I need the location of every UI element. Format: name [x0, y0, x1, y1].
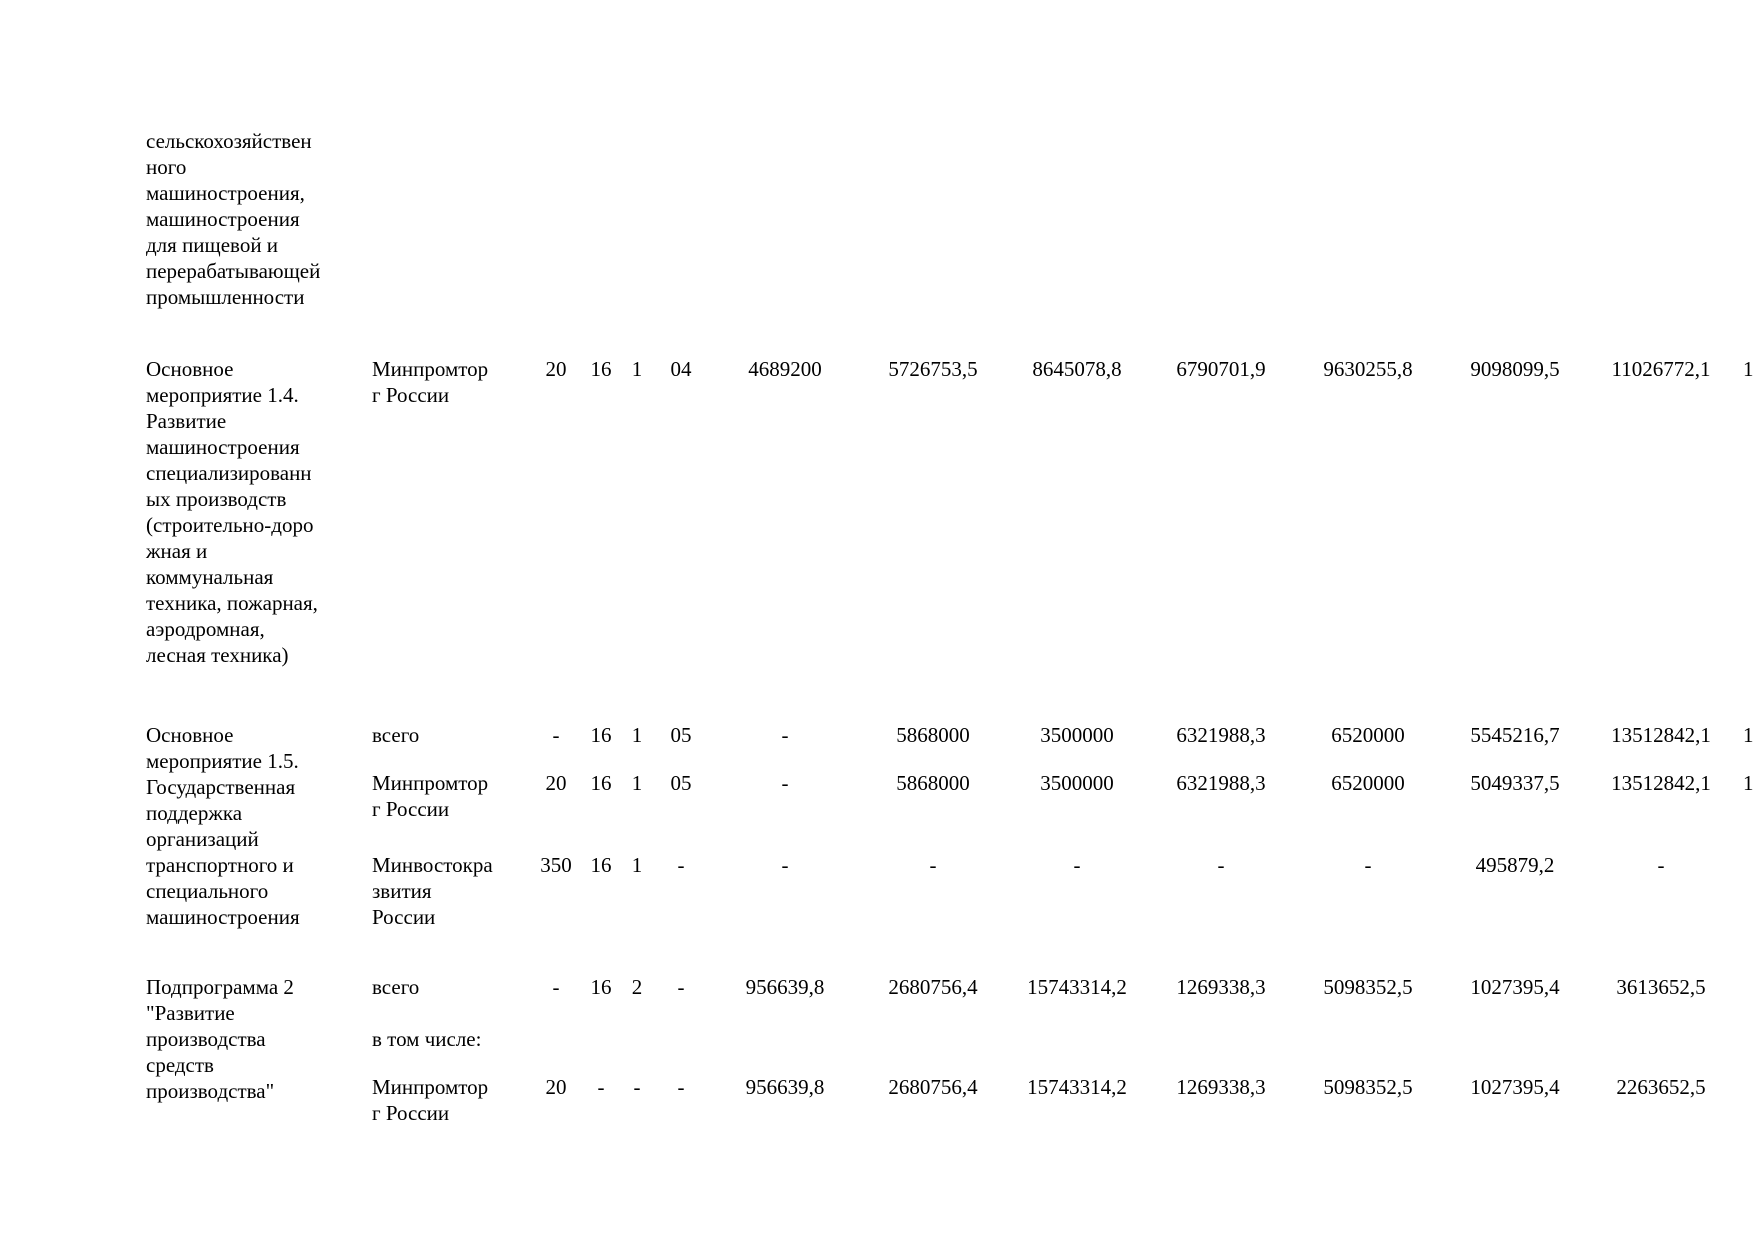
code-cell: 20: [545, 771, 567, 795]
executor-cell: всего: [372, 975, 420, 999]
code-cell: 04: [670, 357, 692, 381]
code-cell: 1: [631, 357, 643, 381]
value-cell: -: [781, 723, 789, 747]
value-cell: 5049337,5: [1470, 771, 1560, 795]
value-cell: 9098099,5: [1470, 357, 1560, 381]
value-cell: 3500000: [1040, 723, 1114, 747]
value-cell: 11026772,1: [1611, 357, 1711, 381]
clipped-value-cell: 1: [1743, 723, 1754, 747]
value-cell: 6790701,9: [1176, 357, 1266, 381]
value-cell: 15743314,2: [1027, 1075, 1127, 1099]
value-cell: 956639,8: [745, 975, 825, 999]
value-cell: 6520000: [1331, 723, 1405, 747]
executor-cell: всего: [372, 723, 420, 747]
value-cell: 1269338,3: [1176, 1075, 1266, 1099]
clipped-value-cell: 1: [1743, 771, 1754, 795]
value-cell: 2680756,4: [888, 975, 978, 999]
code-cell: 16: [590, 771, 612, 795]
code-cell: 16: [590, 723, 612, 747]
value-cell: 13512842,1: [1611, 771, 1711, 795]
code-cell: 05: [670, 723, 692, 747]
program-name-cell: Основное мероприятие 1.4. Развитие машин…: [146, 357, 318, 667]
value-cell: 15743314,2: [1027, 975, 1127, 999]
value-cell: 3500000: [1040, 771, 1114, 795]
value-cell: 1027395,4: [1470, 1075, 1560, 1099]
program-name-cell: Основное мероприятие 1.5. Государственна…: [146, 723, 300, 929]
value-cell: 5545216,7: [1470, 723, 1560, 747]
code-cell: 1: [631, 723, 643, 747]
value-cell: -: [1657, 853, 1665, 877]
value-cell: -: [781, 853, 789, 877]
value-cell: 6321988,3: [1176, 771, 1266, 795]
value-cell: -: [929, 853, 937, 877]
code-cell: -: [597, 1075, 605, 1099]
code-cell: 05: [670, 771, 692, 795]
code-cell: -: [677, 853, 685, 877]
value-cell: 5868000: [896, 723, 970, 747]
value-cell: -: [1364, 853, 1372, 877]
value-cell: 5098352,5: [1323, 1075, 1413, 1099]
value-cell: 3613652,5: [1616, 975, 1706, 999]
executor-cell: в том числе:: [372, 1027, 482, 1051]
value-cell: -: [1217, 853, 1225, 877]
value-cell: 956639,8: [745, 1075, 825, 1099]
code-cell: -: [552, 723, 560, 747]
executor-cell: Минвостокра звития России: [372, 853, 493, 929]
executor-cell: Минпромтор г России: [372, 771, 489, 821]
program-name-cell: сельскохозяйствен ного машиностроения, м…: [146, 129, 321, 309]
executor-cell: Минпромтор г России: [372, 1075, 489, 1125]
code-cell: 16: [590, 975, 612, 999]
code-cell: -: [633, 1075, 641, 1099]
code-cell: 2: [631, 975, 643, 999]
value-cell: 8645078,8: [1032, 357, 1122, 381]
code-cell: -: [677, 1075, 685, 1099]
code-cell: 1: [631, 853, 643, 877]
value-cell: 1269338,3: [1176, 975, 1266, 999]
code-cell: 1: [631, 771, 643, 795]
value-cell: 2680756,4: [888, 1075, 978, 1099]
value-cell: -: [781, 771, 789, 795]
code-cell: 20: [545, 357, 567, 381]
code-cell: 20: [545, 1075, 567, 1099]
value-cell: 2263652,5: [1616, 1075, 1706, 1099]
code-cell: -: [677, 975, 685, 999]
code-cell: -: [552, 975, 560, 999]
value-cell: -: [1073, 853, 1081, 877]
value-cell: 5868000: [896, 771, 970, 795]
value-cell: 1027395,4: [1470, 975, 1560, 999]
value-cell: 6321988,3: [1176, 723, 1266, 747]
program-name-cell: Подпрограмма 2 "Развитие производства ср…: [146, 975, 294, 1103]
value-cell: 5726753,5: [888, 357, 978, 381]
value-cell: 6520000: [1331, 771, 1405, 795]
code-cell: 16: [590, 357, 612, 381]
code-cell: 16: [590, 853, 612, 877]
value-cell: 9630255,8: [1323, 357, 1413, 381]
value-cell: 5098352,5: [1323, 975, 1413, 999]
clipped-value-cell: 1: [1743, 357, 1754, 381]
code-cell: 350: [540, 853, 572, 877]
executor-cell: Минпромтор г России: [372, 357, 489, 407]
value-cell: 495879,2: [1475, 853, 1555, 877]
value-cell: 13512842,1: [1611, 723, 1711, 747]
value-cell: 4689200: [748, 357, 822, 381]
